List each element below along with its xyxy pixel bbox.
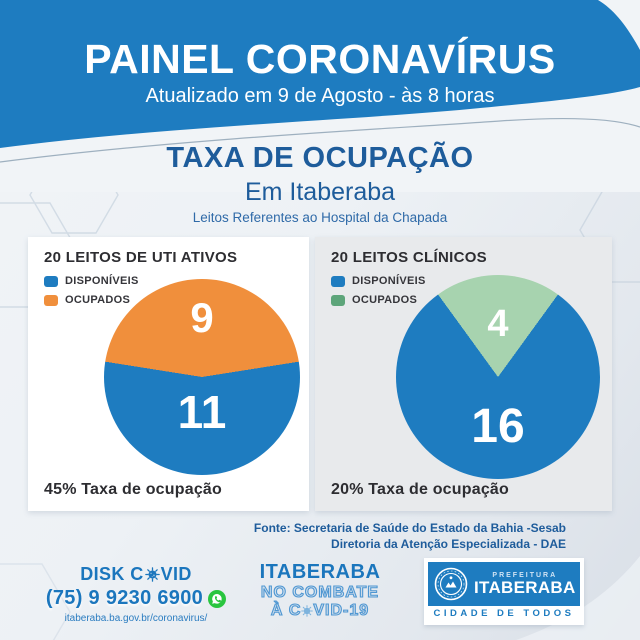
campaign-line-2: NO COMBATE	[260, 583, 380, 601]
disk-covid-label-pre: DISK C	[80, 564, 144, 584]
main-title: PAINEL CORONAVÍRUS	[84, 36, 556, 82]
legend-item-disponiveis: DISPONÍVEIS	[44, 275, 139, 287]
whatsapp-icon[interactable]	[208, 589, 227, 608]
logo-tagline: CIDADE DE TODOS	[433, 608, 575, 619]
section-header: TAXA DE OCUPAÇÃO Em Itaberaba Leitos Ref…	[0, 142, 640, 225]
legend-label-disponiveis: DISPONÍVEIS	[65, 275, 139, 287]
data-source: Fonte: Secretaria de Saúde do Estado da …	[254, 520, 566, 552]
campaign-city: ITABERABA	[259, 561, 381, 583]
uti-occupied-value: 9	[190, 294, 214, 341]
uti-beds-card: 20 LEITOS DE UTI ATIVOS DISPONÍVEIS OCUP…	[28, 237, 309, 511]
clinical-occupied-value: 4	[487, 303, 509, 345]
logo-texts: PREFEITURA ITABERABA	[474, 572, 576, 597]
legend-label-disponiveis: DISPONÍVEIS	[352, 275, 426, 287]
source-line-2: Diretoria da Atenção Especializada - DAE	[331, 537, 566, 551]
uti-pie-chart: 9 11	[104, 279, 300, 475]
clinical-card-title: 20 LEITOS CLÍNICOS	[331, 249, 487, 266]
section-subtitle: Em Itaberaba	[244, 178, 396, 206]
legend-item-disponiveis: DISPONÍVEIS	[331, 275, 426, 287]
legend-swatch-disponiveis	[331, 275, 345, 287]
disk-covid-block: DISK C VID (75) 9 9230 6900 itaberaba.ba.…	[36, 564, 236, 624]
clinical-occupancy-rate: 20% Taxa de ocupação	[331, 481, 509, 498]
clinical-available-value: 16	[471, 400, 525, 453]
updated-timestamp: Atualizado em 9 de Agosto - às 8 horas	[145, 85, 495, 107]
campaign-line-3: À C VID-19	[243, 601, 397, 620]
virus-icon	[301, 605, 314, 617]
section-note: Leitos Referentes ao Hospital da Chapada	[192, 210, 448, 225]
clinical-beds-card: 20 LEITOS CLÍNICOS DISPONÍVEIS OCUPADOS …	[315, 237, 612, 511]
uti-legend: DISPONÍVEIS OCUPADOS	[44, 275, 139, 313]
section-title: TAXA DE OCUPAÇÃO	[166, 142, 474, 174]
uti-occupancy-rate: 45% Taxa de ocupação	[44, 481, 222, 498]
source-line-1: Fonte: Secretaria de Saúde do Estado da …	[253, 521, 566, 535]
phone-number[interactable]: (75) 9 9230 6900	[45, 587, 204, 609]
disk-covid-title: DISK C VID	[36, 564, 236, 585]
prefecture-logo-inner: PREFEITURA ITABERABA	[428, 562, 580, 606]
disk-covid-label-post: VID	[160, 564, 192, 584]
city-seal-icon	[434, 567, 468, 601]
campaign-line-3-post: VID-19	[313, 601, 370, 619]
website-link[interactable]: itaberaba.ba.gov.br/coronavirus/	[64, 613, 208, 624]
logo-city-name: ITABERABA	[474, 577, 576, 597]
campaign-block: ITABERABA NO COMBATE À C VID-19	[243, 561, 397, 620]
legend-swatch-disponiveis	[44, 275, 58, 287]
legend-item-ocupados: OCUPADOS	[44, 294, 139, 306]
phone-row: (75) 9 9230 6900	[36, 587, 236, 610]
legend-label-ocupados: OCUPADOS	[65, 294, 131, 306]
virus-icon	[144, 567, 160, 582]
legend-label-ocupados: OCUPADOS	[352, 294, 418, 306]
clinical-pie-chart: 4 16	[396, 275, 600, 479]
uti-available-value: 11	[177, 386, 227, 438]
campaign-line-3-pre: À C	[270, 601, 302, 619]
uti-card-title: 20 LEITOS DE UTI ATIVOS	[44, 249, 238, 266]
legend-item-ocupados: OCUPADOS	[331, 294, 426, 306]
prefecture-logo: PREFEITURA ITABERABA CIDADE DE TODOS	[424, 558, 584, 625]
legend-swatch-ocupados	[44, 294, 58, 306]
legend-swatch-ocupados	[331, 294, 345, 306]
clinical-legend: DISPONÍVEIS OCUPADOS	[331, 275, 426, 313]
